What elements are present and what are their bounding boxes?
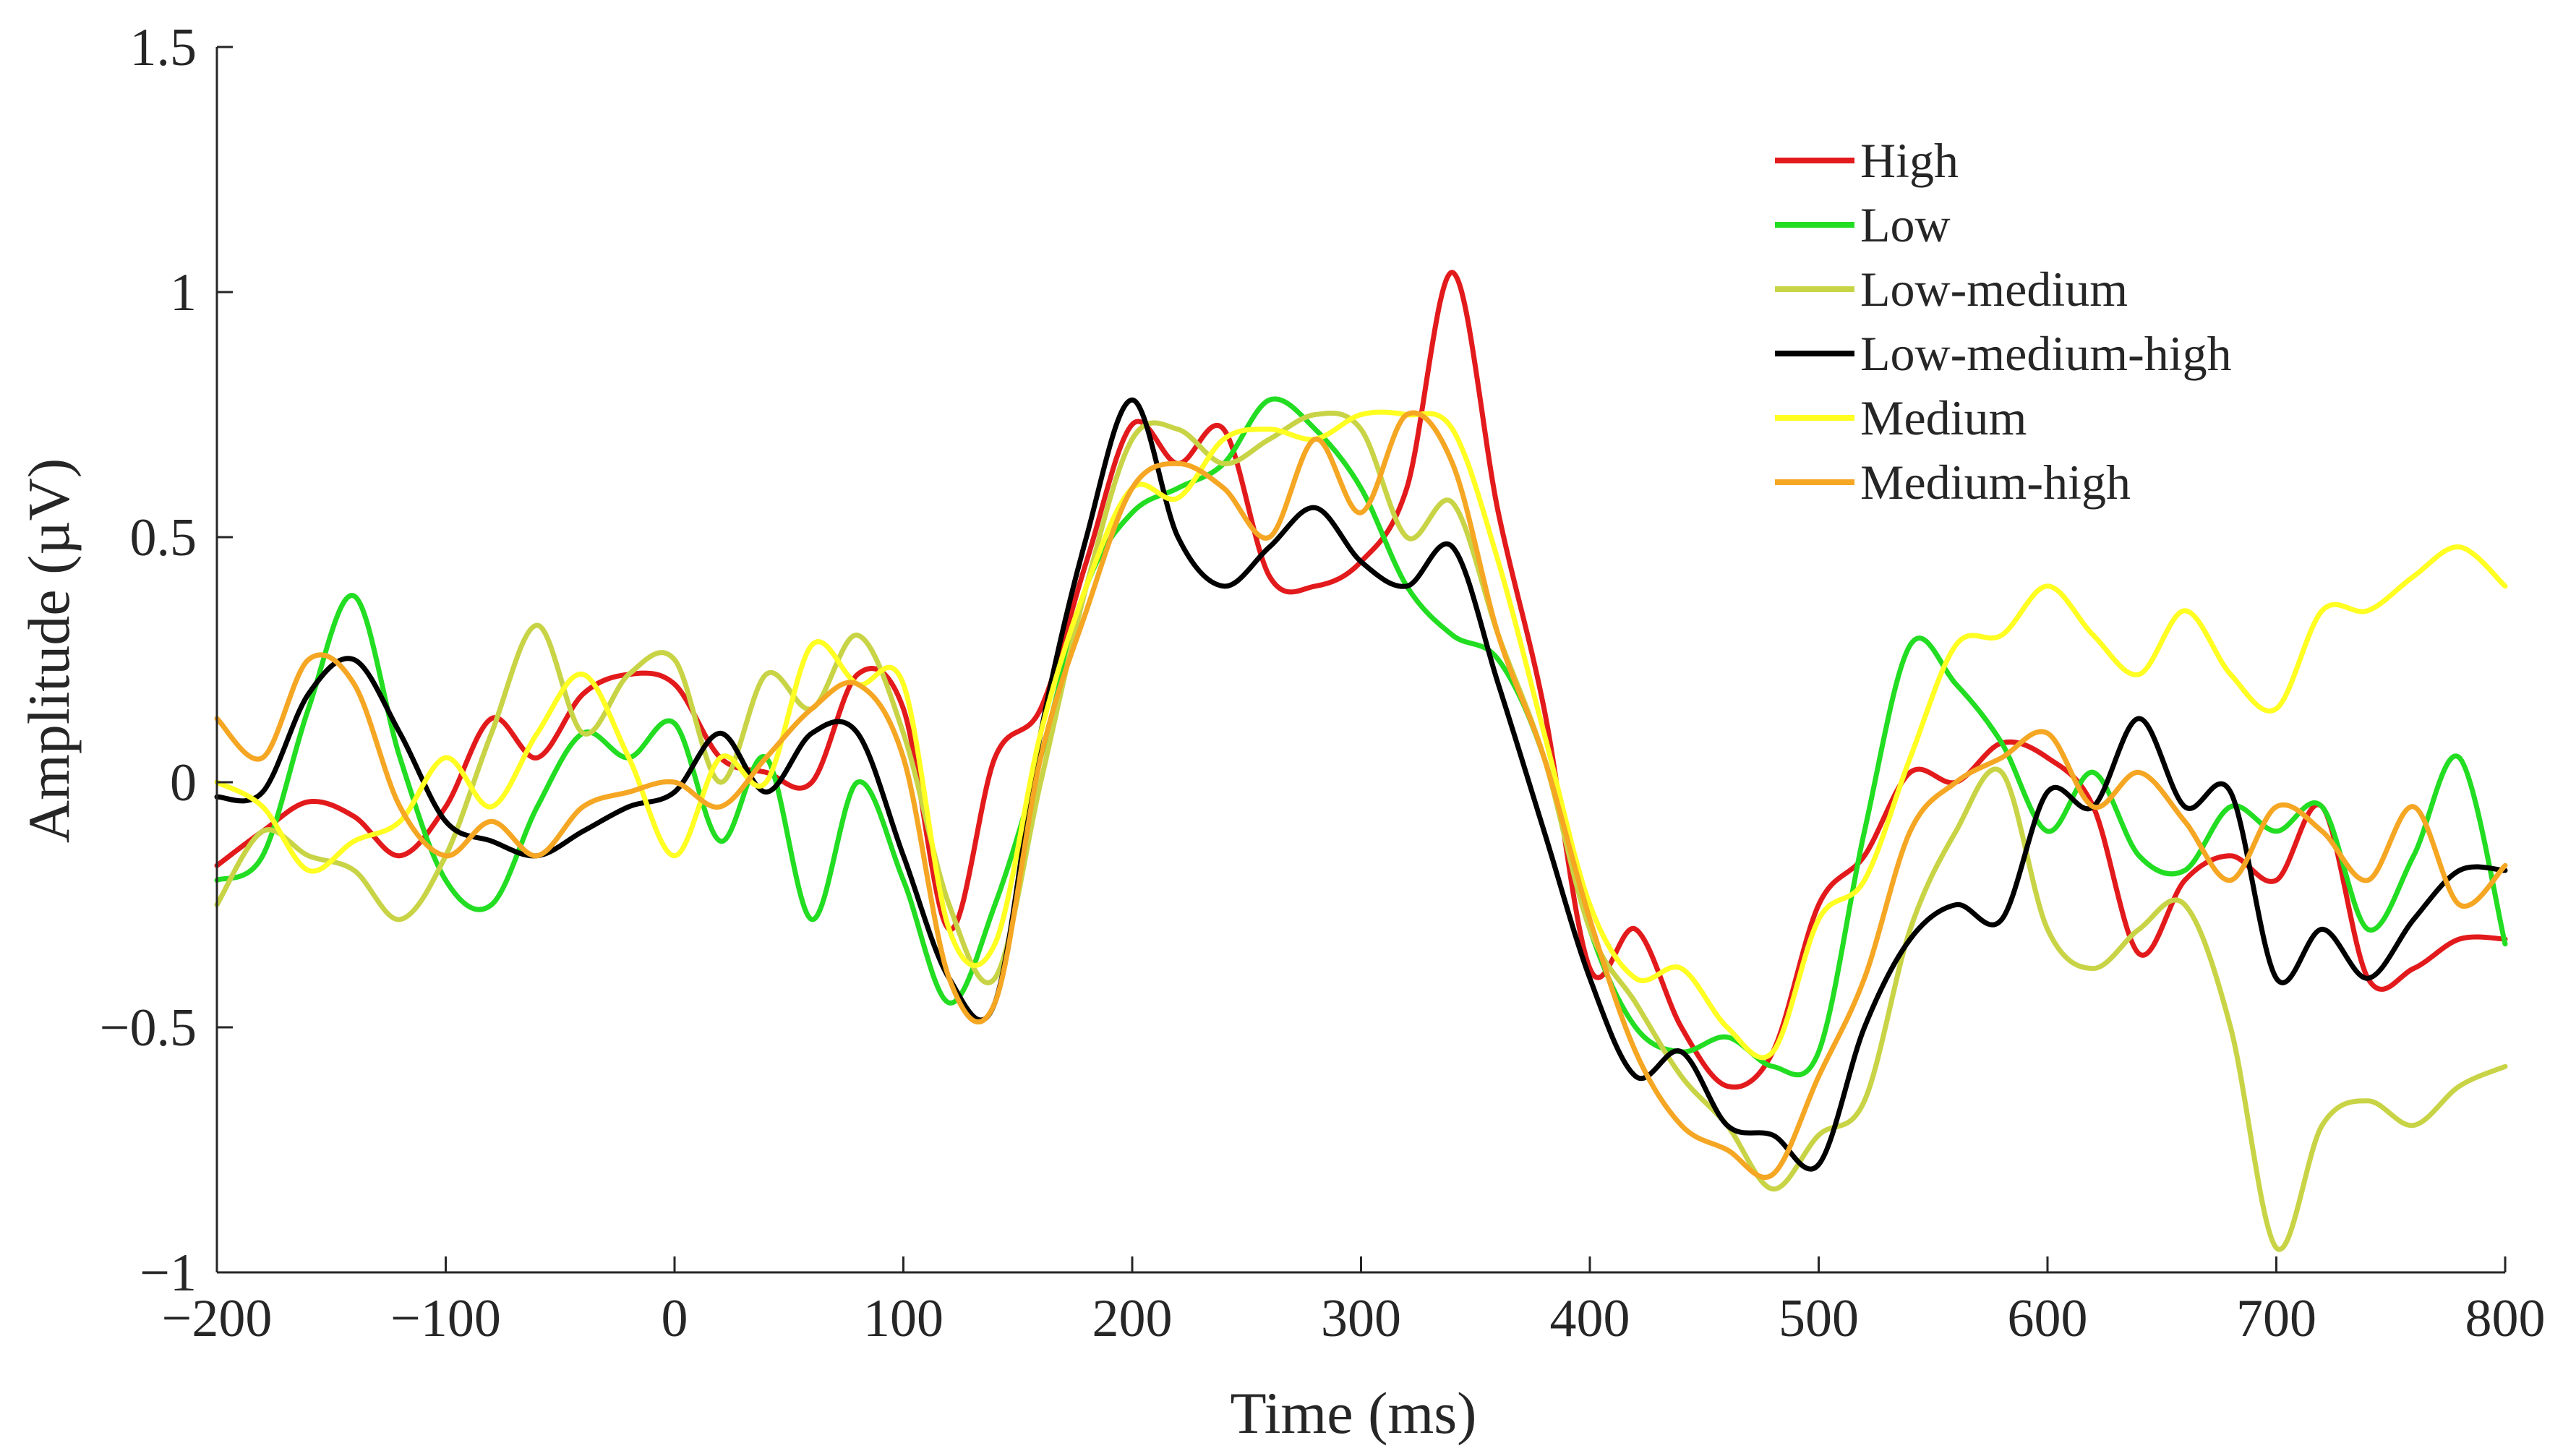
legend-label-low-medium-high: Low-medium-high (1860, 326, 2232, 381)
x-tick-label: 100 (863, 1289, 944, 1348)
y-tick-label: 0 (170, 753, 197, 813)
y-tick-label: 1.5 (130, 18, 197, 77)
x-tick-label: 500 (1779, 1289, 1859, 1348)
y-tick-label: 0.5 (130, 508, 197, 568)
series-line-high (214, 270, 2508, 1090)
x-tick-label: 700 (2236, 1289, 2316, 1348)
x-tick-label: 200 (1092, 1289, 1173, 1348)
axes: −200 −100 0 100 200 300 400 500 600 700 800 −1 −0.5 0… (100, 18, 2546, 1348)
x-tick-label: 300 (1321, 1289, 1401, 1348)
legend-label-medium: Medium (1860, 390, 2027, 445)
series-line-low-medium-high (214, 397, 2508, 1172)
y-tick-label: −0.5 (100, 998, 197, 1058)
x-tick-label: 400 (1550, 1289, 1630, 1348)
legend-label-low: Low (1860, 197, 1951, 252)
series-line-medium-high (214, 410, 2508, 1180)
x-axis-title: Time (ms) (1231, 1380, 1477, 1446)
x-tick-label: 0 (662, 1289, 688, 1348)
legend-label-high: High (1860, 133, 1959, 188)
series-line-medium (214, 409, 2508, 1061)
series-line-low-medium (214, 410, 2508, 1252)
series-line-low (214, 396, 2508, 1078)
legend: High Low Low-medium Low-medium-high Medium Me… (1775, 133, 2232, 510)
legend-label-medium-high: Medium-high (1860, 455, 2131, 510)
x-tick-label: 800 (2465, 1289, 2546, 1348)
legend-label-low-medium: Low-medium (1860, 262, 2128, 317)
x-tick-label: −200 (162, 1289, 273, 1348)
y-tick-label: 1 (170, 263, 197, 322)
x-tick-label: 600 (2008, 1289, 2088, 1348)
y-tick-label: −1 (140, 1243, 197, 1303)
plot-area (214, 270, 2508, 1252)
x-tick-label: −100 (390, 1289, 501, 1348)
y-axis-title: Amplitude (µV) (16, 458, 82, 843)
